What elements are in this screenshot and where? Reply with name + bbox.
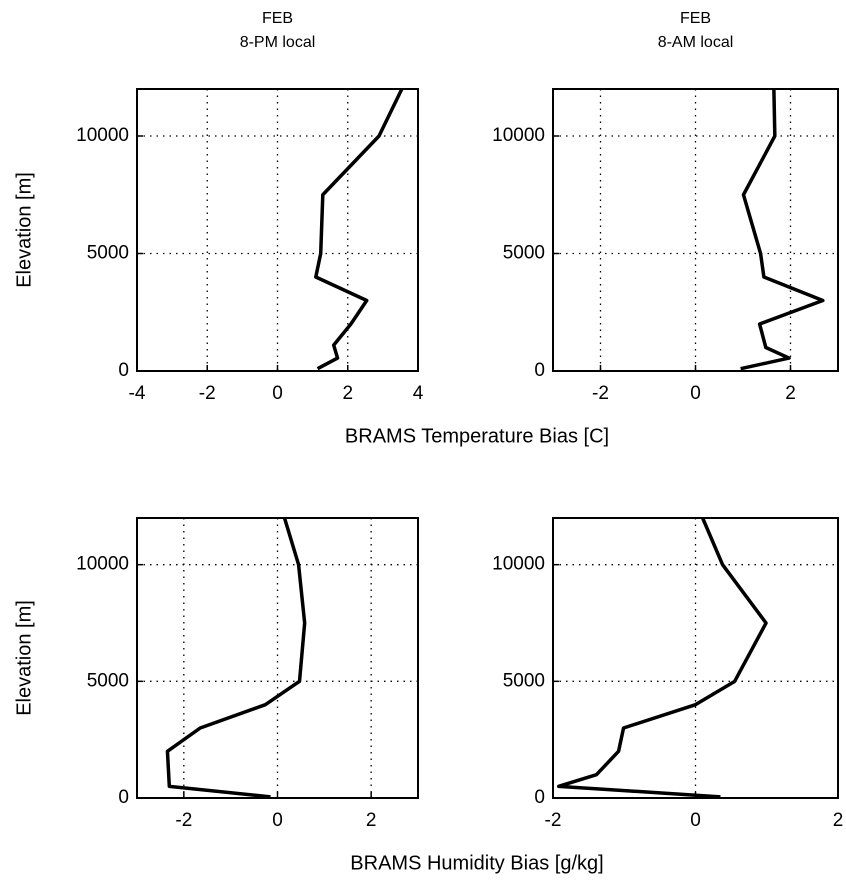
y-tick-label: 5000	[503, 243, 545, 264]
x-tick-label: -2	[199, 383, 216, 404]
profile-line	[556, 517, 768, 799]
profile-line	[740, 88, 825, 371]
profile-line	[314, 88, 404, 371]
y-tick-label: 0	[118, 787, 129, 808]
y-axis-label: Elevation [m]	[13, 600, 35, 716]
x-tick-label: -2	[175, 810, 192, 831]
chart-title: FEB	[680, 10, 711, 27]
x-tick-label: 4	[413, 383, 424, 404]
chart-title: FEB	[262, 10, 293, 27]
x-tick-label: -4	[129, 383, 146, 404]
profile-line	[165, 517, 307, 799]
x-tick-label: 0	[272, 810, 283, 831]
y-axis-label: Elevation [m]	[13, 172, 35, 288]
plot-frame	[552, 517, 839, 799]
y-tick-label: 10000	[76, 554, 129, 575]
plot-frame	[136, 88, 419, 372]
y-tick-label: 5000	[503, 670, 545, 691]
y-tick-label: 5000	[87, 243, 129, 264]
y-tick-label: 0	[118, 360, 129, 381]
x-tick-label: 2	[342, 383, 353, 404]
x-tick-label: 0	[272, 383, 283, 404]
x-axis-label: BRAMS Temperature Bias [C]	[345, 425, 609, 447]
chart-subtitle: 8-PM local	[240, 34, 316, 51]
plot-frame	[136, 517, 419, 799]
x-tick-label: 2	[785, 383, 796, 404]
x-tick-label: 0	[690, 810, 701, 831]
x-tick-label: 2	[366, 810, 377, 831]
y-tick-label: 5000	[87, 670, 129, 691]
y-tick-label: 10000	[492, 554, 545, 575]
y-tick-label: 0	[534, 360, 545, 381]
y-tick-label: 10000	[76, 125, 129, 146]
y-tick-label: 0	[534, 787, 545, 808]
x-tick-label: 2	[833, 810, 844, 831]
x-tick-label: 0	[690, 383, 701, 404]
x-axis-label: BRAMS Humidity Bias [g/kg]	[350, 852, 603, 874]
x-tick-label: -2	[592, 383, 609, 404]
y-tick-label: 10000	[492, 125, 545, 146]
chart-subtitle: 8-AM local	[658, 34, 734, 51]
plot-frame	[552, 88, 839, 372]
x-tick-label: -2	[545, 810, 562, 831]
